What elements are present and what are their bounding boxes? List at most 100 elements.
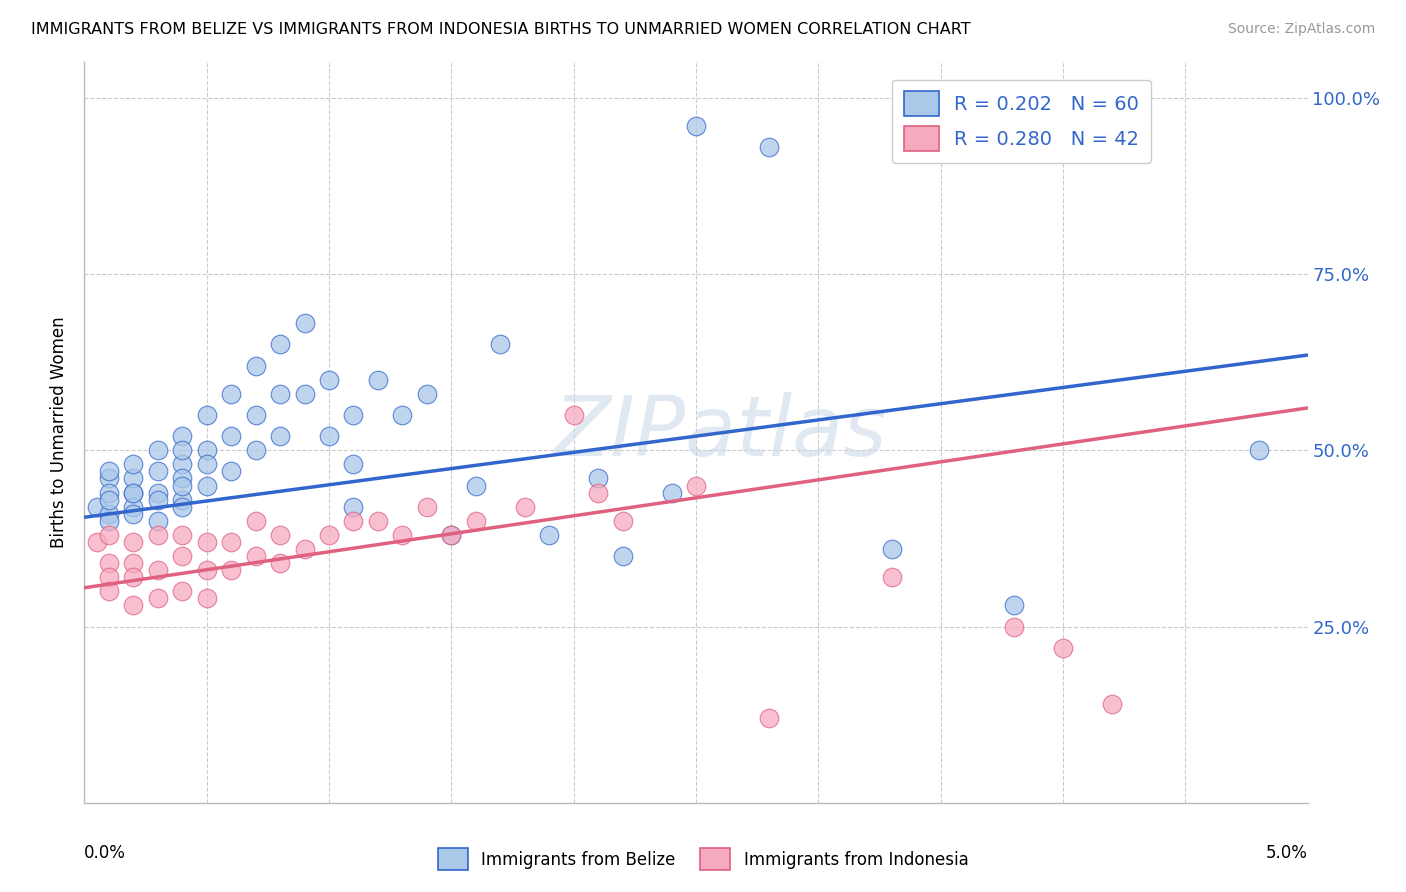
Point [612, 514, 634, 528]
Point [146, 528, 169, 542]
Point [294, 541, 316, 556]
Point [440, 528, 463, 542]
Text: Source: ZipAtlas.com: Source: ZipAtlas.com [1227, 22, 1375, 37]
Point [219, 563, 242, 577]
Point [391, 528, 413, 542]
Point [245, 514, 267, 528]
Text: IMMIGRANTS FROM BELIZE VS IMMIGRANTS FROM INDONESIA BIRTHS TO UNMARRIED WOMEN CO: IMMIGRANTS FROM BELIZE VS IMMIGRANTS FRO… [31, 22, 970, 37]
Point [122, 485, 145, 500]
Point [880, 570, 903, 584]
Point [245, 549, 267, 563]
Point [245, 408, 267, 422]
Point [172, 584, 194, 599]
Point [172, 500, 194, 514]
Point [172, 549, 194, 563]
Point [1101, 697, 1123, 711]
Point [416, 387, 439, 401]
Point [586, 485, 609, 500]
Point [195, 408, 218, 422]
Legend: Immigrants from Belize, Immigrants from Indonesia: Immigrants from Belize, Immigrants from … [430, 842, 976, 877]
Point [342, 458, 364, 472]
Point [122, 458, 145, 472]
Point [122, 535, 145, 549]
Point [318, 528, 340, 542]
Point [172, 443, 194, 458]
Point [294, 387, 316, 401]
Point [97, 485, 120, 500]
Point [219, 387, 242, 401]
Point [122, 599, 145, 613]
Point [880, 541, 903, 556]
Point [1052, 640, 1074, 655]
Point [342, 514, 364, 528]
Point [562, 408, 585, 422]
Point [122, 471, 145, 485]
Point [97, 492, 120, 507]
Point [269, 429, 291, 443]
Point [269, 528, 291, 542]
Point [342, 408, 364, 422]
Point [172, 492, 194, 507]
Point [122, 500, 145, 514]
Point [146, 443, 169, 458]
Point [195, 535, 218, 549]
Point [685, 478, 707, 492]
Point [97, 528, 120, 542]
Point [122, 570, 145, 584]
Point [195, 443, 218, 458]
Point [97, 570, 120, 584]
Point [342, 500, 364, 514]
Text: 0.0%: 0.0% [84, 844, 127, 862]
Point [195, 478, 218, 492]
Point [146, 485, 169, 500]
Point [172, 528, 194, 542]
Point [122, 507, 145, 521]
Point [612, 549, 634, 563]
Point [146, 514, 169, 528]
Point [440, 528, 463, 542]
Point [146, 591, 169, 606]
Point [195, 458, 218, 472]
Point [367, 514, 389, 528]
Point [172, 478, 194, 492]
Point [758, 140, 780, 154]
Point [146, 464, 169, 478]
Point [758, 711, 780, 725]
Point [146, 492, 169, 507]
Point [489, 337, 512, 351]
Point [318, 373, 340, 387]
Y-axis label: Births to Unmarried Women: Births to Unmarried Women [51, 317, 69, 549]
Point [391, 408, 413, 422]
Point [1002, 619, 1025, 633]
Point [367, 373, 389, 387]
Point [269, 387, 291, 401]
Point [86, 500, 108, 514]
Point [97, 514, 120, 528]
Point [661, 485, 683, 500]
Point [195, 563, 218, 577]
Point [172, 471, 194, 485]
Text: ZIPatlas: ZIPatlas [554, 392, 887, 473]
Point [195, 591, 218, 606]
Point [97, 507, 120, 521]
Point [416, 500, 439, 514]
Point [172, 429, 194, 443]
Point [245, 359, 267, 373]
Point [318, 429, 340, 443]
Point [97, 464, 120, 478]
Point [97, 584, 120, 599]
Point [1002, 599, 1025, 613]
Point [122, 485, 145, 500]
Point [464, 514, 486, 528]
Point [269, 556, 291, 570]
Point [513, 500, 536, 514]
Point [86, 535, 108, 549]
Point [219, 429, 242, 443]
Point [172, 458, 194, 472]
Point [1247, 443, 1270, 458]
Legend: R = 0.202   N = 60, R = 0.280   N = 42: R = 0.202 N = 60, R = 0.280 N = 42 [893, 79, 1152, 162]
Point [586, 471, 609, 485]
Point [219, 464, 242, 478]
Point [97, 556, 120, 570]
Point [122, 556, 145, 570]
